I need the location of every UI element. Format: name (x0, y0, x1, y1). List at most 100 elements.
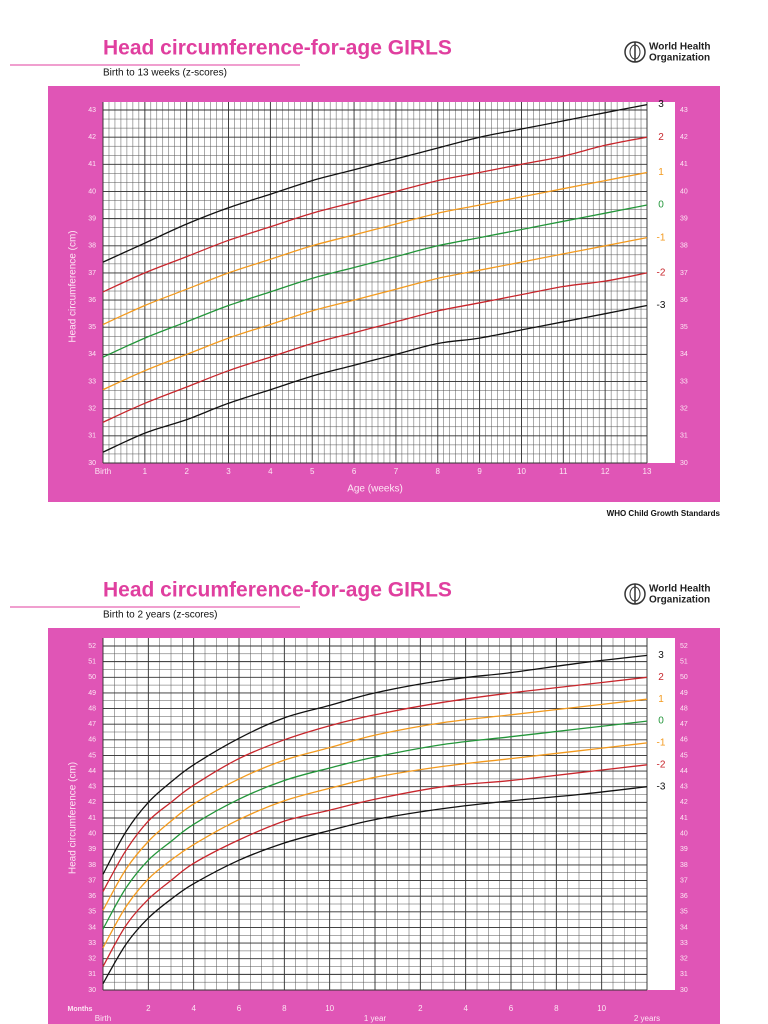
y-tick-label-right: 51 (680, 658, 688, 665)
y-tick-label: 42 (88, 799, 96, 806)
y-tick-label-right: 33 (680, 940, 688, 947)
y-tick-label: 39 (88, 846, 96, 853)
curve-label: -2 (657, 759, 666, 770)
x-tick-label: 2 (184, 467, 189, 476)
x-tick-label: 5 (310, 467, 315, 476)
logo-text: World Health (649, 584, 710, 595)
y-tick-label-right: 43 (680, 107, 688, 114)
y-tick-label: 42 (88, 134, 96, 141)
x-tick-label: 2 (146, 1004, 151, 1013)
y-tick-label: 33 (88, 940, 96, 947)
curve-label: 3 (658, 99, 664, 110)
x-axis-label: Age (weeks) (347, 484, 403, 495)
plot-area (103, 638, 675, 990)
y-tick-label-right: 30 (680, 460, 688, 467)
y-tick-label: 31 (88, 971, 96, 978)
y-tick-label: 49 (88, 690, 96, 697)
z-score-curve (102, 304, 648, 453)
y-tick-label: 38 (88, 862, 96, 869)
y-tick-label: 46 (88, 737, 96, 744)
y-tick-label: 38 (88, 243, 96, 250)
x-tick-label: 10 (597, 1004, 606, 1013)
x-tick-label: 3 (226, 467, 231, 476)
x-tick-label: 1 (143, 467, 148, 476)
z-score-curve (102, 272, 648, 423)
y-tick-label-right: 32 (680, 956, 688, 963)
y-tick-label-right: 41 (680, 161, 688, 168)
curve-label: 2 (658, 132, 664, 143)
chart-title: Head circumference-for-age GIRLS (103, 579, 452, 602)
y-tick-label: 39 (88, 215, 96, 222)
x-tick-label: 8 (282, 1004, 287, 1013)
curve-label: 1 (658, 167, 664, 178)
y-tick-label: 40 (88, 830, 96, 837)
y-tick-label: 37 (88, 877, 96, 884)
y-tick-label-right: 31 (680, 433, 688, 440)
z-score-curve (102, 103, 648, 263)
y-tick-label: 30 (88, 987, 96, 994)
y-tick-label-right: 39 (680, 215, 688, 222)
y-tick-label-right: 37 (680, 270, 688, 277)
y-tick-label: 35 (88, 909, 96, 916)
x-tick-label: 6 (509, 1004, 514, 1013)
x-tick-label: 4 (463, 1004, 468, 1013)
y-tick-label-right: 47 (680, 721, 688, 728)
curve-label: 0 (658, 716, 664, 727)
y-tick-label: 51 (88, 658, 96, 665)
curve-label: -1 (657, 738, 666, 749)
y-tick-label-right: 46 (680, 737, 688, 744)
z-score-curve (102, 654, 648, 875)
x-tick-label: 8 (436, 467, 441, 476)
y-tick-label: 50 (88, 674, 96, 681)
y-axis-label: Head circumference (cm) (68, 762, 79, 874)
x-tick-label: 2 years (634, 1014, 660, 1023)
y-tick-label-right: 40 (680, 188, 688, 195)
y-tick-label: 48 (88, 705, 96, 712)
z-score-curve (102, 171, 648, 326)
y-tick-label-right: 31 (680, 971, 688, 978)
chart-title: Head circumference-for-age GIRLS (103, 37, 452, 60)
x-tick-label: 10 (517, 467, 526, 476)
y-tick-label: 37 (88, 270, 96, 277)
y-tick-label-right: 38 (680, 243, 688, 250)
y-tick-label: 41 (88, 815, 96, 822)
z-score-curve (102, 136, 648, 293)
y-tick-label: 36 (88, 297, 96, 304)
curve-label: -1 (657, 232, 666, 243)
y-tick-label-right: 38 (680, 862, 688, 869)
y-tick-label-right: 34 (680, 351, 688, 358)
y-tick-label: 45 (88, 752, 96, 759)
y-tick-label-right: 37 (680, 877, 688, 884)
x-tick-label: 12 (601, 467, 610, 476)
z-score-curve (102, 236, 648, 391)
y-tick-label-right: 45 (680, 752, 688, 759)
y-tick-label-right: 32 (680, 406, 688, 413)
y-tick-label: 34 (88, 924, 96, 931)
y-tick-label-right: 35 (680, 324, 688, 331)
curve-label: -3 (657, 300, 666, 311)
x-tick-label: 13 (643, 467, 652, 476)
y-tick-label: 43 (88, 107, 96, 114)
curve-label: 2 (658, 672, 664, 683)
y-tick-label: 31 (88, 433, 96, 440)
logo-text: Organization (649, 595, 710, 606)
y-tick-label-right: 39 (680, 846, 688, 853)
logo-text: World Health (649, 42, 710, 53)
chart-subtitle: Birth to 13 weeks (z-scores) (103, 68, 227, 79)
y-tick-label-right: 52 (680, 643, 688, 650)
y-tick-label: 33 (88, 378, 96, 385)
y-tick-label: 34 (88, 351, 96, 358)
y-tick-label-right: 44 (680, 768, 688, 775)
curve-label: 1 (658, 694, 664, 705)
curve-label: -2 (657, 268, 666, 279)
y-tick-label: 36 (88, 893, 96, 900)
y-tick-label: 32 (88, 956, 96, 963)
x-tick-label: 9 (477, 467, 482, 476)
y-tick-label-right: 36 (680, 893, 688, 900)
y-tick-label-right: 43 (680, 784, 688, 791)
y-tick-label-right: 42 (680, 134, 688, 141)
y-tick-label-right: 33 (680, 378, 688, 385)
